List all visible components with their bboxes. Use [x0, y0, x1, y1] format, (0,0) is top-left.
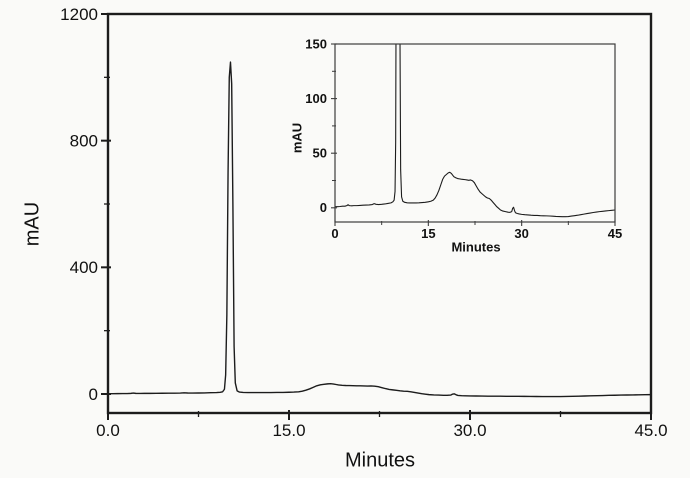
inset-x-tick-label: 0 [331, 226, 338, 241]
main-x-tick-label: 30.0 [453, 421, 486, 440]
inset-plot: 0 15 30 45 0 50 100 150 [305, 36, 622, 241]
main-y-tick-label: 400 [70, 258, 98, 277]
inset-y-axis-title: mAU [289, 122, 305, 154]
main-plot: 0.0 15.0 30.0 45.0 0 400 800 1200 [60, 5, 667, 440]
inset-x-tick-label: 45 [608, 226, 622, 241]
main-y-tick-label: 800 [70, 131, 98, 150]
inset-y-tick-label: 0 [320, 200, 327, 215]
main-y-tick-label: 0 [89, 385, 98, 404]
inset-x-axis-title: Minutes [451, 239, 501, 255]
inset-x-tick-label: 30 [514, 226, 528, 241]
main-x-tick-label: 45.0 [634, 421, 667, 440]
inset-y-tick-label: 50 [313, 146, 327, 161]
main-plot-frame [106, 12, 653, 415]
main-x-axis-title: Minutes [344, 449, 416, 472]
main-x-tick-label: 0.0 [96, 421, 120, 440]
inset-plot-frame [334, 43, 616, 223]
inset-chromatogram-trace [335, 44, 615, 218]
inset-x-tick-label: 15 [421, 226, 435, 241]
main-x-tick-label: 15.0 [272, 421, 305, 440]
main-y-tick-label: 1200 [60, 5, 98, 24]
main-y-axis-title: mAU [21, 201, 44, 247]
main-chromatogram-trace [108, 61, 651, 398]
inset-y-tick-label: 100 [305, 91, 327, 106]
inset-y-tick-label: 150 [305, 36, 327, 51]
